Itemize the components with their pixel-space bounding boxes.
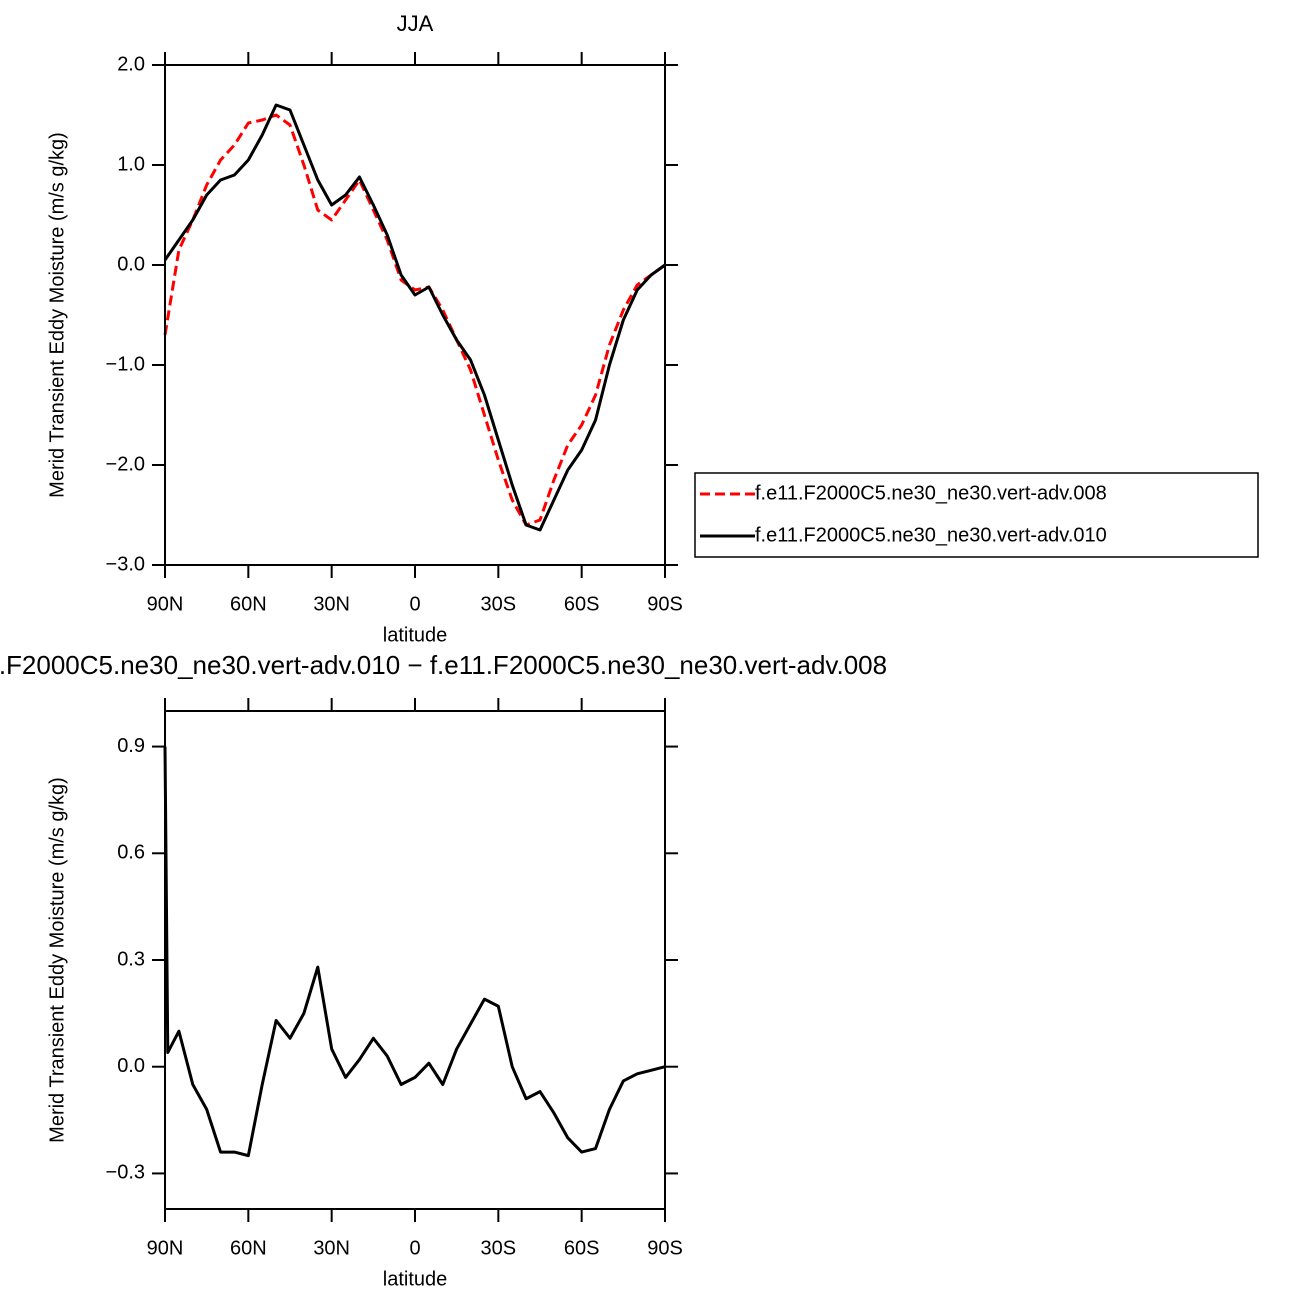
legend-box bbox=[694, 472, 1259, 558]
y-tick-label: 0.0 bbox=[117, 1055, 145, 1077]
x-tick-label: 90N bbox=[147, 593, 184, 615]
y-tick-label: −3.0 bbox=[106, 553, 145, 575]
x-tick-label: 60S bbox=[564, 593, 600, 615]
x-tick-label: 30N bbox=[313, 1237, 350, 1259]
legend-label: f.e11.F2000C5.ne30_ne30.vert-adv.008 bbox=[755, 482, 1107, 504]
y-axis-label: Merid Transient Eddy Moisture (m/s g/kg) bbox=[46, 132, 68, 498]
data-line bbox=[163, 746, 666, 1158]
x-tick-label: 30S bbox=[481, 1237, 517, 1259]
x-tick-label: 90S bbox=[647, 1237, 683, 1259]
x-tick-label: 0 bbox=[409, 593, 420, 615]
x-tick-label: 60N bbox=[230, 593, 267, 615]
data-line bbox=[163, 103, 666, 532]
x-tick-label: 30N bbox=[313, 593, 350, 615]
x-axis-label: latitude bbox=[383, 624, 448, 646]
y-tick-label: 0.0 bbox=[117, 253, 145, 275]
x-axis-label: latitude bbox=[383, 1268, 448, 1290]
chart-title: JJA bbox=[397, 11, 434, 36]
y-axis-label: Merid Transient Eddy Moisture (m/s g/kg) bbox=[46, 777, 68, 1143]
x-tick-label: 60N bbox=[230, 1237, 267, 1259]
y-tick-label: 1.0 bbox=[117, 153, 145, 175]
y-tick-label: 0.9 bbox=[117, 735, 145, 757]
legend-label: f.e11.F2000C5.ne30_ne30.vert-adv.010 bbox=[755, 524, 1107, 546]
y-tick-label: 0.6 bbox=[117, 842, 145, 864]
plot-frame bbox=[164, 710, 666, 1210]
x-tick-label: 30S bbox=[481, 593, 517, 615]
data-line bbox=[163, 113, 666, 527]
x-tick-label: 90S bbox=[647, 593, 683, 615]
plot-frame bbox=[164, 64, 666, 566]
y-tick-label: 0.3 bbox=[117, 948, 145, 970]
y-tick-label: −2.0 bbox=[106, 453, 145, 475]
chart-title: f.e11.F2000C5.ne30_ne30.vert-adv.010 − f… bbox=[0, 650, 887, 680]
x-tick-label: 0 bbox=[409, 1237, 420, 1259]
x-tick-label: 90N bbox=[147, 1237, 184, 1259]
x-tick-label: 60S bbox=[564, 1237, 600, 1259]
y-tick-label: −1.0 bbox=[106, 353, 145, 375]
y-tick-label: −0.3 bbox=[106, 1162, 145, 1184]
y-tick-label: 2.0 bbox=[117, 53, 145, 75]
